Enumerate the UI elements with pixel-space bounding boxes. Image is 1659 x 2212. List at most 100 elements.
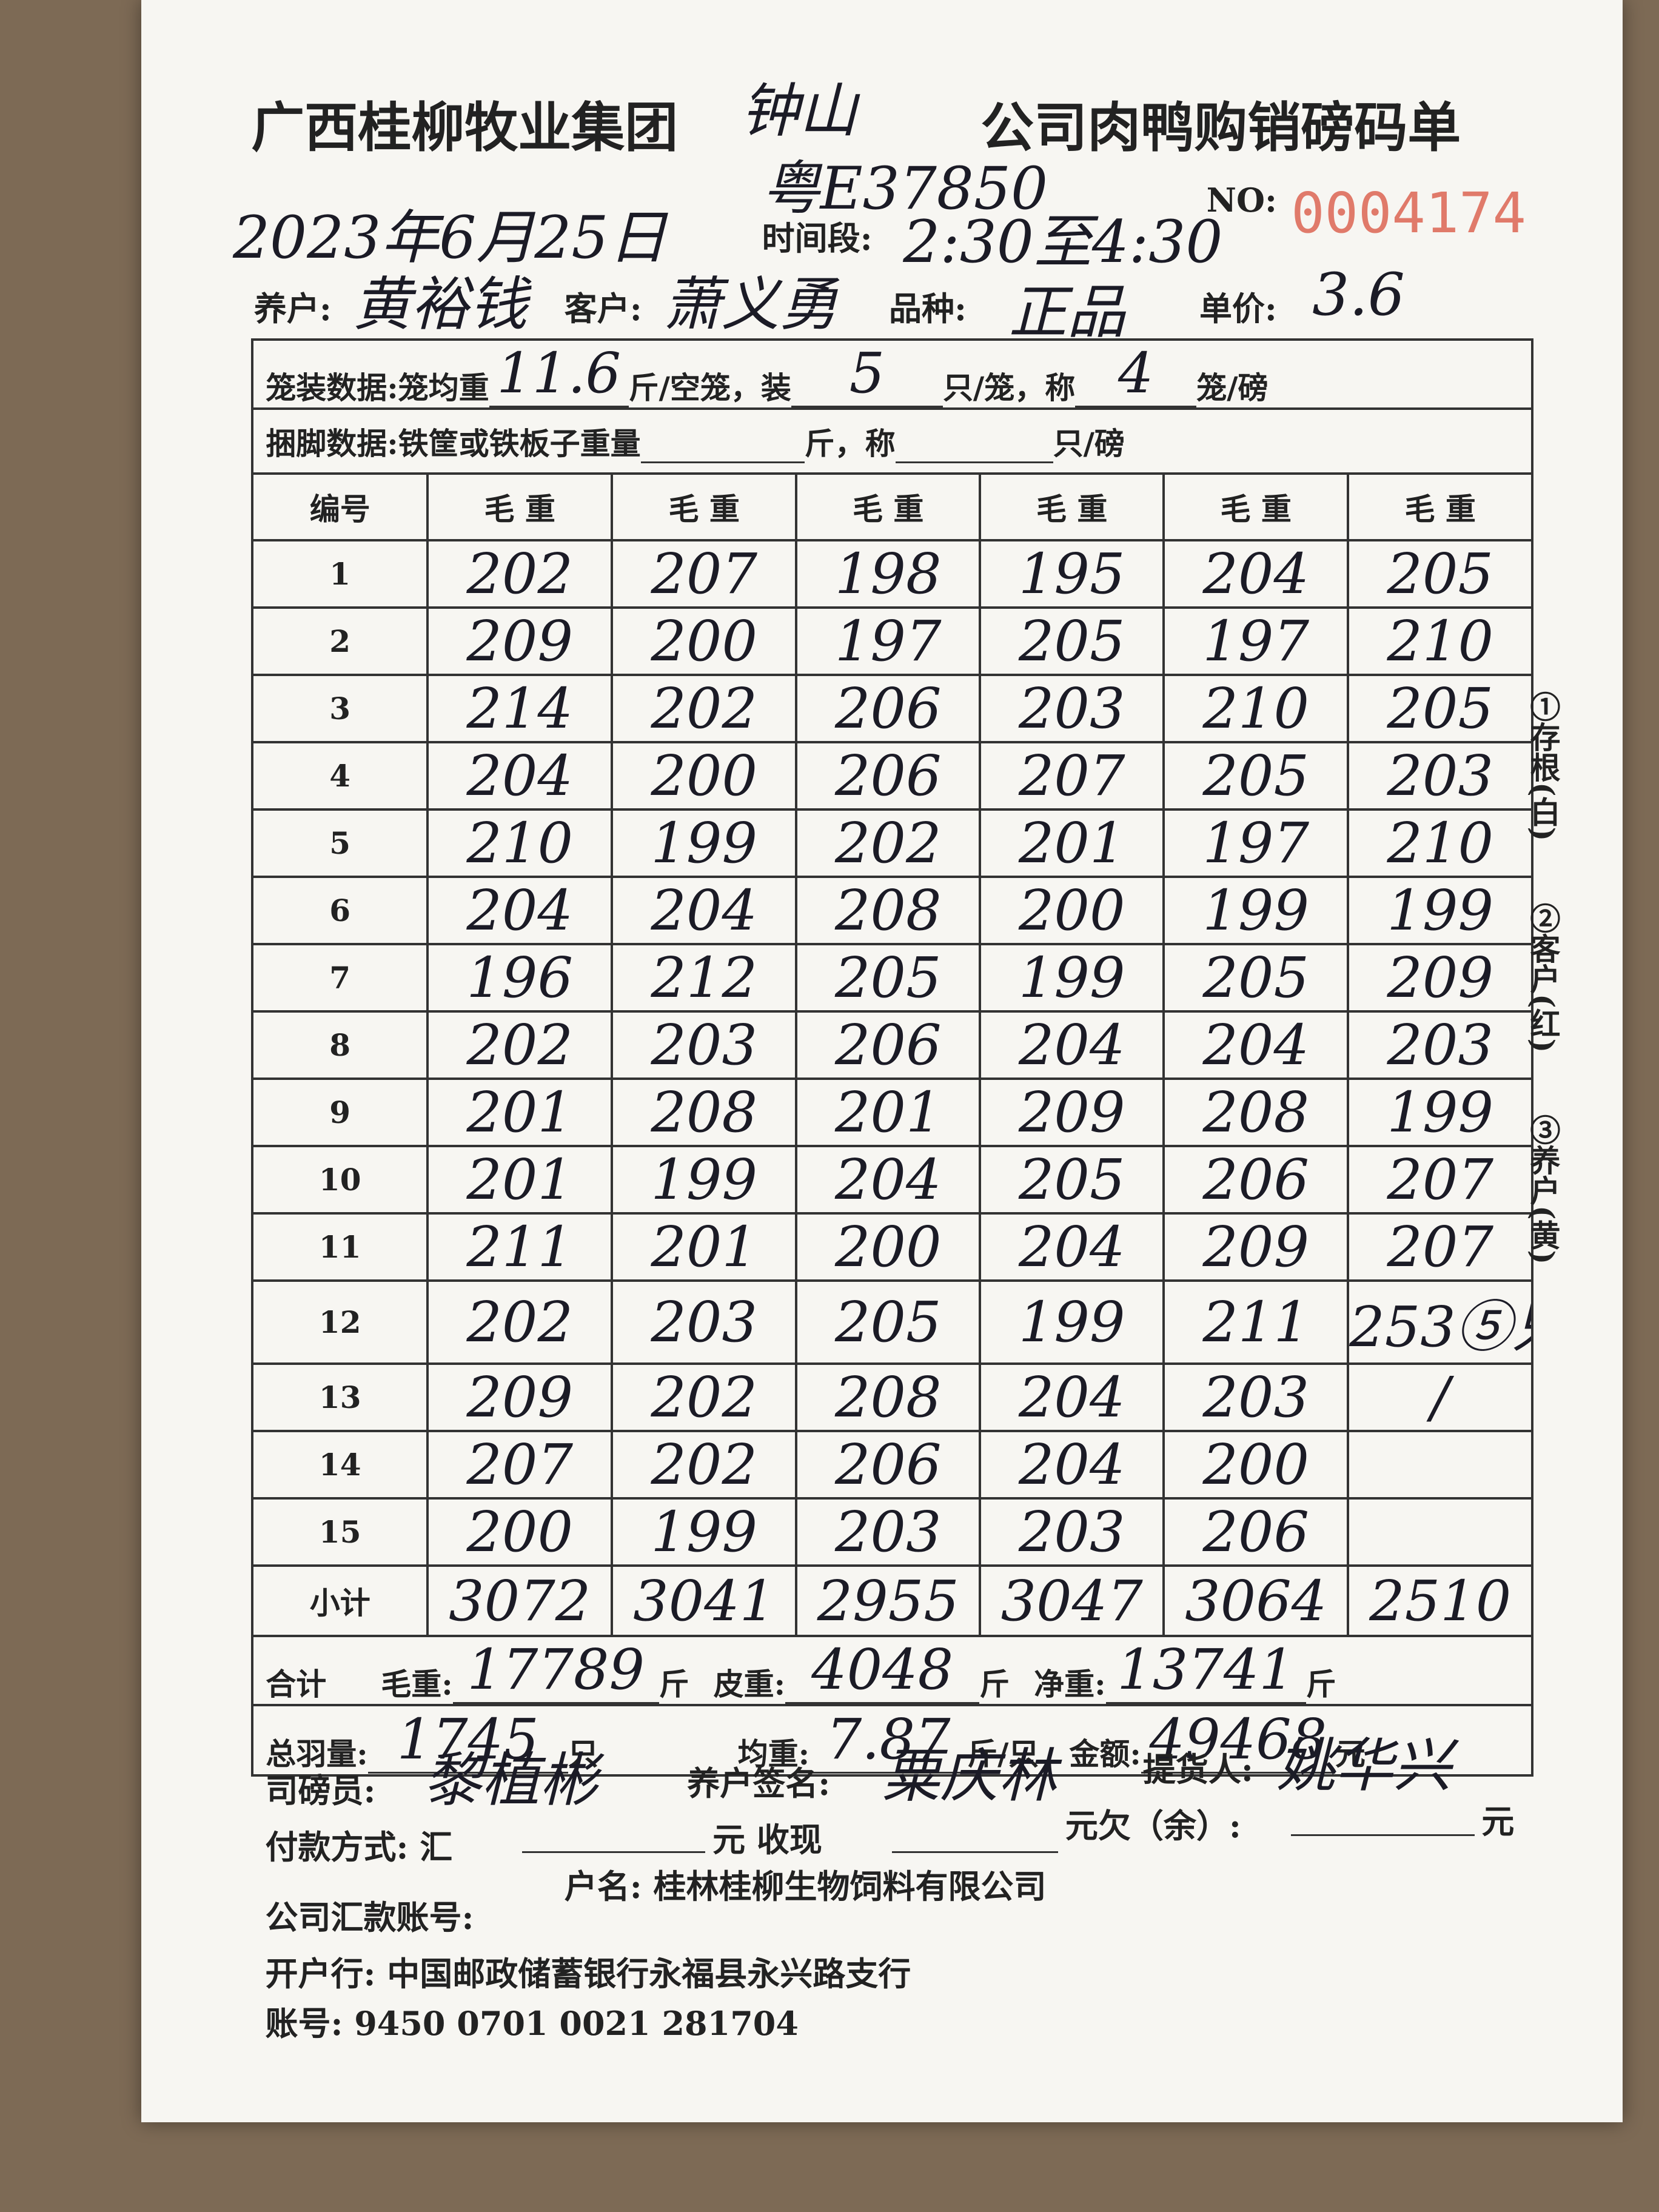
gross-weight: 210 <box>1347 808 1534 878</box>
gross-weight: 200 <box>611 741 798 811</box>
gross-weight: 200 <box>611 606 798 676</box>
column-header: 毛 重 <box>611 472 798 541</box>
gross-weight: 199 <box>1162 876 1350 945</box>
gross-weight: 209 <box>426 606 614 676</box>
gross-weight: 206 <box>795 741 982 811</box>
column-header: 毛 重 <box>795 472 982 541</box>
data-row: 2 209 200 197 205 197 210 <box>251 606 1534 676</box>
gross-weight: 197 <box>1162 808 1350 878</box>
gross-weight: 202 <box>611 1362 798 1432</box>
gross-weight <box>1347 1430 1534 1500</box>
gross-weight <box>1347 1497 1534 1567</box>
gross-weight: 204 <box>795 1145 982 1215</box>
cage-avg-label: 笼均重 <box>398 370 489 406</box>
gross-weight: 199 <box>611 1145 798 1215</box>
header-row: 编号毛 重毛 重毛 重毛 重毛 重毛 重 <box>251 472 1534 541</box>
row-number: 2 <box>251 606 429 676</box>
column-header: 毛 重 <box>1347 472 1534 541</box>
blank-line <box>891 1851 1059 1854</box>
gross-weight: 199 <box>611 1497 798 1567</box>
company: 钟山 <box>740 76 857 145</box>
gross-weight: 203 <box>611 1279 798 1365</box>
gross-weight: 208 <box>795 1362 982 1432</box>
subtotal-label: 小计 <box>251 1564 429 1637</box>
gross-weight: 203 <box>1162 1362 1350 1432</box>
gross-weight: 202 <box>426 539 614 609</box>
data-row: 12202203205199211253⑤只 <box>251 1279 1534 1365</box>
paper: 广西桂柳牧业集团 钟山 公司肉鸭购销磅码单 粤E37850 2023年6月25日 时间段:… <box>141 0 1623 2122</box>
count-row: 总羽量: 1745 只 均重: 7.87 斤/只 金额: 49468 元 <box>251 1704 1534 1777</box>
row-number: 5 <box>251 808 429 878</box>
avg-label: 均重: <box>737 1736 810 1772</box>
data-row: 7 196 212 205 199 205 209 <box>251 943 1534 1013</box>
gross-weight: 200 <box>979 876 1165 945</box>
gross-weight: 200 <box>1162 1430 1350 1500</box>
tie-row: 捆脚数据:铁筐或铁板子重量 斤，称 只/磅 <box>251 407 1534 475</box>
row-number: 12 <box>251 1279 429 1365</box>
gross-weight: 204 <box>979 1430 1165 1500</box>
cage-avg: 11.6 <box>489 342 629 406</box>
subtotal: 3047 <box>979 1564 1165 1637</box>
gross-weight: 205 <box>1347 539 1534 609</box>
subtotal: 3041 <box>611 1564 798 1637</box>
tie-weight-unit: 斤，称 <box>804 425 896 461</box>
data-row: 1 202 207 198 195 204 205 <box>251 539 1534 609</box>
gross-weight: 198 <box>795 539 982 609</box>
amount-unit: 元 <box>1335 1736 1366 1772</box>
subtotal: 3064 <box>1162 1564 1350 1637</box>
gross-weight: 202 <box>426 1010 614 1080</box>
gross-weight: 207 <box>1347 1145 1534 1215</box>
column-header: 毛 重 <box>979 472 1165 541</box>
account-name: 户名: 桂林桂柳生物饲料有限公司 <box>564 1866 1047 1906</box>
data-row: 15 200 199 203 203 206 <box>251 1497 1534 1567</box>
gross-weight: 204 <box>426 876 614 945</box>
gross-weight: 204 <box>426 741 614 811</box>
gross-weight: 199 <box>1347 876 1534 945</box>
gross-weight: 209 <box>426 1362 614 1432</box>
gross-weight: 205 <box>795 943 982 1013</box>
gross-weight: 202 <box>611 1430 798 1500</box>
cage-row: 笼装数据:笼均重 11.6 斤/空笼，装 5 只/笼，称 4 笼/磅 <box>251 338 1534 410</box>
column-header: 毛 重 <box>426 472 614 541</box>
weigh-table: 笼装数据:笼均重 11.6 斤/空笼，装 5 只/笼，称 4 笼/磅 捆脚数据:铁筐或铁板子重… <box>251 338 1534 1777</box>
amount: 49468 <box>1141 1708 1335 1773</box>
gross-weight: 209 <box>1162 1212 1350 1282</box>
gross-weight: 212 <box>611 943 798 1013</box>
amount-label: 金额: <box>1069 1736 1141 1772</box>
gross-weight: 204 <box>979 1362 1165 1432</box>
gross-weight: 205 <box>979 606 1165 676</box>
weigher-label: 司磅员: <box>265 1771 376 1810</box>
no-label: NO: <box>1206 180 1277 220</box>
account-label: 公司汇款账号: <box>265 1898 474 1937</box>
per-cage: 5 <box>791 342 943 406</box>
row-number: 15 <box>251 1497 429 1567</box>
cash-unit: 元欠（余）: <box>1065 1806 1241 1845</box>
tare: 4048 <box>785 1638 980 1703</box>
tie-label: 捆脚数据: <box>266 425 398 461</box>
gross-weight: 203 <box>795 1497 982 1567</box>
gross-weight: 202 <box>611 674 798 743</box>
data-row: 14 207 202 206 204 200 <box>251 1430 1534 1500</box>
count-unit: 只 <box>568 1736 598 1772</box>
gross-weight: 206 <box>795 674 982 743</box>
data-row: 13 209 202 208 204 203/ <box>251 1362 1534 1432</box>
cage-avg-unit: 斤/空笼，装 <box>628 370 791 406</box>
row-number: 6 <box>251 876 429 945</box>
variety: 正品 <box>1008 278 1125 347</box>
farmer: 黄裕钱 <box>352 270 528 338</box>
gross-weight: 209 <box>979 1078 1165 1147</box>
blank-line <box>521 1851 706 1854</box>
column-header: 编号 <box>251 472 429 541</box>
blank-line <box>1291 1834 1475 1837</box>
gross-weight: 204 <box>979 1212 1165 1282</box>
gross-weight: 200 <box>426 1497 614 1567</box>
gross-weight: 205 <box>979 1145 1165 1215</box>
gross-weight: 205 <box>1347 674 1534 743</box>
farmer-sign-label: 养户签名: <box>687 1764 831 1803</box>
subtotal: 3072 <box>426 1564 614 1637</box>
gross-unit: 斤 <box>659 1666 689 1702</box>
gross-weight: / <box>1347 1362 1534 1432</box>
cages: 4 <box>1075 342 1197 406</box>
gross-weight: 204 <box>1162 539 1350 609</box>
